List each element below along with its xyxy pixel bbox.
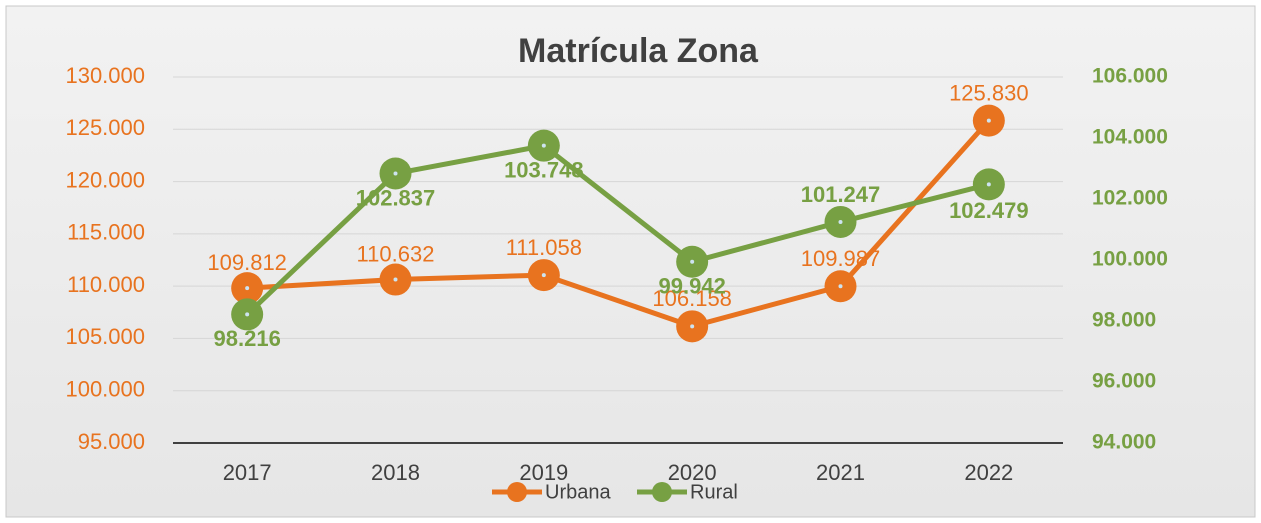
series-line xyxy=(245,143,990,317)
marker-dot xyxy=(541,143,546,148)
data-label: 106.158 xyxy=(652,286,732,311)
x-tick-label: 2017 xyxy=(223,460,272,485)
chart-title: Matrícula Zona xyxy=(518,32,759,70)
y-tick-label: 100.000 xyxy=(65,377,145,402)
data-label: 102.837 xyxy=(356,185,436,210)
marker-dot xyxy=(393,171,398,176)
chart-background xyxy=(5,5,1256,518)
data-label: 110.632 xyxy=(357,241,435,266)
x-tick-label: 2019 xyxy=(519,460,568,485)
marker-dot xyxy=(690,259,695,264)
marker-dot xyxy=(986,182,991,187)
series-line xyxy=(247,118,991,329)
data-label: 102.479 xyxy=(949,198,1029,223)
y2-tick-label: 94.000 xyxy=(1092,431,1156,454)
data-label: 125.830 xyxy=(949,80,1029,105)
y-tick-label: 105.000 xyxy=(65,324,145,349)
data-label: 103.748 xyxy=(504,157,584,182)
x-tick-label: 2020 xyxy=(668,460,717,485)
y2-tick-label: 100.000 xyxy=(1092,248,1168,271)
data-label: 111.058 xyxy=(506,235,582,260)
marker-dot xyxy=(393,277,398,282)
y2-tick-label: 104.000 xyxy=(1092,126,1168,149)
data-label: 109.812 xyxy=(207,250,287,275)
marker-dot xyxy=(541,273,546,278)
marker-dot xyxy=(690,324,695,329)
marker-dot xyxy=(838,219,843,224)
data-label: 101.247 xyxy=(801,182,881,207)
y-tick-label: 110.000 xyxy=(67,272,145,297)
legend-label: Rural xyxy=(690,481,738,503)
y2-tick-label: 98.000 xyxy=(1092,309,1156,332)
y-tick-label: 95.000 xyxy=(78,429,145,454)
x-tick-label: 2018 xyxy=(371,460,420,485)
marker-dot xyxy=(245,312,250,317)
data-label: 98.216 xyxy=(214,326,281,351)
y-tick-label: 120.000 xyxy=(65,167,145,192)
data-label: 99.942 xyxy=(659,274,726,299)
y-tick-label: 125.000 xyxy=(65,115,145,140)
x-tick-label: 2021 xyxy=(816,460,865,485)
marker-dot xyxy=(838,284,843,289)
marker-dot xyxy=(986,118,991,123)
y2-tick-label: 102.000 xyxy=(1092,187,1168,210)
legend-marker xyxy=(652,482,672,502)
x-tick-label: 2022 xyxy=(964,460,1013,485)
legend-marker xyxy=(507,482,527,502)
y2-tick-label: 106.000 xyxy=(1092,65,1168,88)
y-tick-label: 115.000 xyxy=(67,220,145,245)
y2-tick-label: 96.000 xyxy=(1092,370,1156,393)
data-label: 109.987 xyxy=(801,246,881,271)
y-tick-label: 130.000 xyxy=(65,63,145,88)
marker-dot xyxy=(245,286,250,291)
legend-label: Urbana xyxy=(545,481,611,503)
